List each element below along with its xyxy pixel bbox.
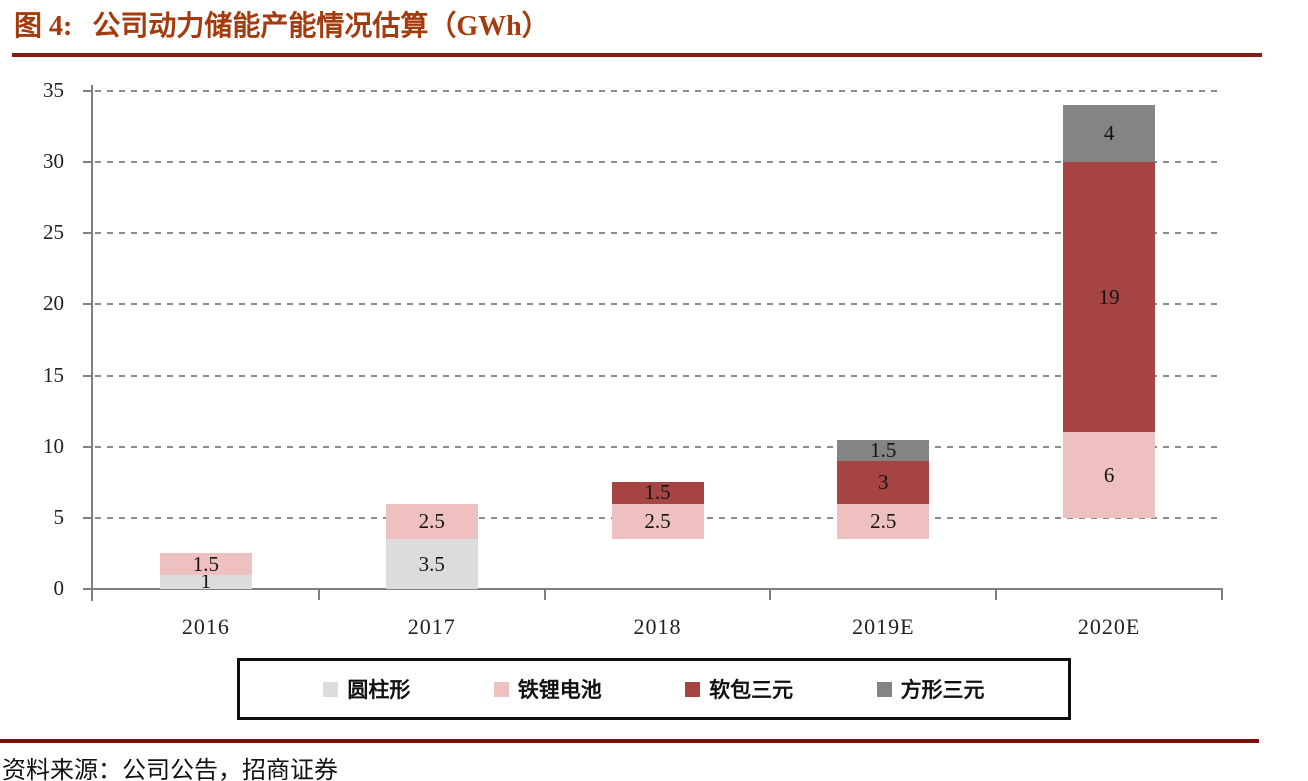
bar-segment: 1.5 (159, 551, 252, 576)
y-axis-label: 35 (43, 78, 64, 102)
bar-value-label: 2.5 (870, 508, 897, 533)
x-axis-label: 2017 (407, 614, 456, 639)
legend-swatch (323, 681, 339, 697)
x-tick (543, 588, 546, 600)
gridline (95, 445, 1222, 448)
x-axis (93, 588, 1222, 590)
title-rule (12, 53, 1262, 57)
bar-segment: 3.5 (385, 539, 478, 589)
bar-segment: 6 (1063, 432, 1156, 518)
legend-item: 铁锂电池 (493, 674, 602, 704)
bar-value-label: 4 (1103, 121, 1115, 146)
gridline (95, 90, 1222, 92)
legend-swatch (876, 681, 892, 697)
bar-segment: 1 (159, 571, 252, 592)
gridline (95, 161, 1222, 164)
x-tick (1221, 588, 1223, 600)
source-note: 资料来源：公司公告，招商证券 (2, 758, 338, 781)
bar-value-label: 19 (1098, 284, 1120, 309)
figure-title-text: 公司动力储能产能情况估算（GWh） (92, 11, 550, 42)
bar-segment: 2.5 (837, 503, 930, 540)
bar-value-label: 1.5 (644, 480, 671, 505)
gridline (95, 232, 1222, 235)
gridline (95, 303, 1222, 306)
x-axis-label: 2020E (1077, 614, 1141, 639)
legend-item: 软包三元 (685, 674, 793, 704)
figure-title: 图 4: 公司动力储能产能情况估算（GWh） (14, 6, 550, 48)
gridline (95, 374, 1222, 377)
y-tick (83, 303, 91, 306)
chart-legend: 圆柱形 铁锂电池 软包三元 方形三元 (237, 658, 1071, 720)
y-tick (83, 374, 91, 377)
bar-segment: 4 (1063, 105, 1156, 163)
y-tick (83, 232, 91, 235)
y-tick (83, 90, 91, 92)
figure-number: 图 4: (14, 11, 73, 42)
y-tick (83, 161, 91, 164)
x-axis-label: 2018 (633, 614, 682, 639)
legend-swatch (685, 681, 701, 697)
x-axis-label: 2016 (181, 614, 230, 639)
legend-item: 圆柱形 (323, 674, 410, 704)
y-axis-label: 20 (43, 291, 64, 316)
x-tick (317, 588, 320, 600)
bar-value-label: 1.5 (870, 437, 897, 462)
y-tick (83, 588, 91, 590)
y-axis-label: 25 (43, 220, 64, 245)
legend-swatch (493, 681, 509, 697)
y-axis-label: 10 (43, 433, 64, 458)
footer-rule (0, 739, 1259, 743)
y-axis-label: 15 (43, 362, 64, 387)
stacked-bar-chart: 0 5 10 15 20 25 30 35 2016 1 1.5 2017 3.5 2.5 2018 2.5 1… (43, 78, 1223, 639)
bar-segment: 1.5 (837, 437, 930, 462)
legend-label: 方形三元 (900, 678, 985, 702)
bar-value-label: 1 (200, 569, 212, 594)
bar-value-label: 2.5 (644, 508, 671, 533)
y-axis-label: 5 (53, 504, 65, 529)
x-axis-label: 2019E (852, 614, 915, 639)
bar-segment: 3 (837, 460, 930, 504)
legend-label: 圆柱形 (347, 678, 411, 702)
y-tick (83, 445, 91, 448)
bar-segment: 19 (1063, 162, 1156, 433)
bar-value-label: 1.5 (192, 551, 220, 576)
legend-label: 铁锂电池 (517, 678, 602, 702)
bar-value-label: 3.5 (418, 551, 445, 576)
x-tick (769, 588, 772, 600)
y-axis-label: 0 (53, 576, 65, 600)
y-axis (91, 85, 93, 601)
bar-segment: 2.5 (611, 503, 704, 540)
x-tick (995, 588, 998, 600)
bar-value-label: 2.5 (418, 508, 445, 533)
bar-segment: 2.5 (385, 503, 478, 540)
bar-segment: 1.5 (611, 480, 704, 505)
y-axis-label: 30 (43, 149, 64, 174)
legend-item: 方形三元 (876, 674, 985, 704)
y-tick (83, 516, 91, 519)
bar-value-label: 3 (878, 469, 889, 494)
legend-label: 软包三元 (709, 678, 794, 702)
bar-value-label: 6 (1103, 462, 1115, 487)
